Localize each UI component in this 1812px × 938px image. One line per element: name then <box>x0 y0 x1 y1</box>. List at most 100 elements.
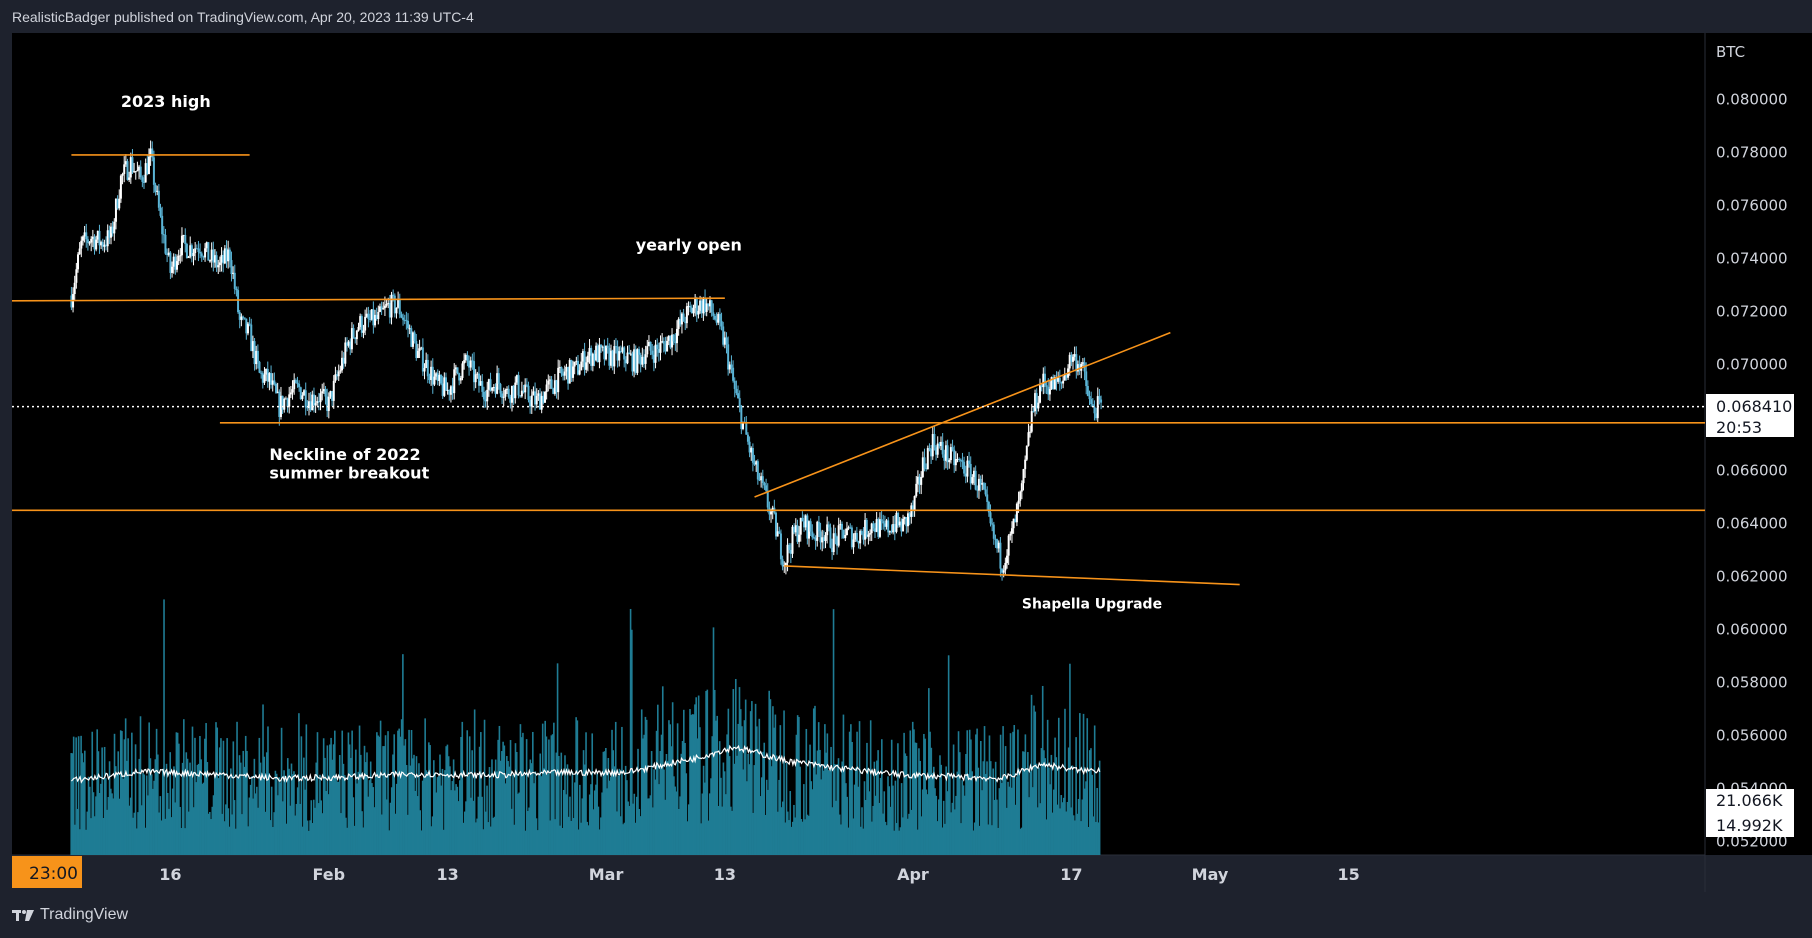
volume-bar <box>711 736 714 855</box>
volume-bar <box>987 824 990 855</box>
time-axis[interactable]: 16 Feb 13 Mar 13 Apr 17 May 15 <box>159 865 1359 884</box>
candle <box>598 337 601 369</box>
volume-bar <box>798 716 800 855</box>
candle <box>809 518 812 536</box>
line-falling-support[interactable] <box>784 565 1240 586</box>
label-shapella[interactable]: Shapella Upgrade <box>1022 596 1162 612</box>
candle <box>543 391 546 403</box>
line-rising-wedge[interactable] <box>754 331 1171 498</box>
volume-bar <box>70 753 73 855</box>
volume-bar <box>862 828 865 855</box>
volume-bar <box>687 804 690 855</box>
volume-bar <box>184 828 186 855</box>
candle <box>745 416 748 435</box>
candle <box>86 236 89 251</box>
candle <box>539 388 542 410</box>
price-axis[interactable]: BTC 0.080000 0.078000 0.076000 0.074000 0.07… <box>1716 43 1788 851</box>
volume-bar <box>741 726 743 855</box>
label-neckline-1[interactable]: Neckline of 2022 <box>269 445 420 464</box>
candle <box>212 241 215 272</box>
volume-bar <box>110 788 112 855</box>
candle <box>713 313 716 321</box>
volume-bar <box>1085 781 1087 855</box>
candle <box>916 470 919 493</box>
candle <box>662 337 665 353</box>
volume-bar <box>884 821 887 855</box>
candle <box>228 247 231 268</box>
volume-bar <box>582 750 585 855</box>
candle <box>1075 346 1078 379</box>
volume-bar <box>450 790 452 855</box>
volume-bar <box>574 782 576 855</box>
volume-bar <box>691 714 694 855</box>
candle <box>134 171 137 180</box>
volume-bar <box>159 796 162 855</box>
volume-bar <box>1020 827 1023 855</box>
footer[interactable]: TradingView <box>12 906 128 924</box>
volume-bar <box>303 757 305 855</box>
volume-bar <box>585 732 587 855</box>
volume-bar <box>112 798 115 855</box>
volume-bar <box>562 789 565 855</box>
candle <box>473 352 476 391</box>
volume-bar <box>659 751 662 855</box>
candle <box>322 382 325 394</box>
label-yearly-open[interactable]: yearly open <box>636 235 742 254</box>
volume-bar <box>176 732 179 855</box>
time-tick-label: 13 <box>714 865 736 884</box>
candle <box>421 338 424 376</box>
price-chart[interactable]: 2023 high yearly open Neckline of 2022summ… <box>0 0 1812 900</box>
candle <box>949 443 952 464</box>
candle <box>720 312 723 331</box>
candle <box>131 148 134 175</box>
volume-bar <box>579 784 581 855</box>
volume-bar <box>1013 725 1016 855</box>
candle <box>938 441 941 449</box>
candle <box>552 387 555 395</box>
candle <box>933 426 936 451</box>
volume-bar <box>1066 801 1069 855</box>
volume-bar <box>441 768 444 855</box>
volume-bar <box>509 740 512 855</box>
volume-bar <box>918 748 920 855</box>
candle <box>306 400 309 411</box>
volume-bar <box>665 753 668 855</box>
volume-bar <box>872 805 874 855</box>
candle <box>578 364 581 376</box>
volume-bar <box>640 709 643 855</box>
volume-bar <box>145 775 148 855</box>
volume-bar <box>424 718 426 855</box>
volume-bar <box>119 730 122 855</box>
candle <box>200 251 203 262</box>
volume-bar <box>460 736 462 855</box>
volume-bar <box>785 763 788 855</box>
candle <box>789 543 792 564</box>
candle <box>510 385 513 412</box>
volume-bar <box>566 764 569 855</box>
candle <box>382 301 385 310</box>
candle <box>718 308 721 330</box>
volume-bar <box>311 823 314 855</box>
candle <box>948 458 951 469</box>
volume-bar <box>686 821 689 855</box>
candle <box>265 368 268 382</box>
candle <box>344 337 347 367</box>
candle <box>1039 378 1042 404</box>
label-2023-high[interactable]: 2023 high <box>121 92 211 111</box>
candle <box>199 243 202 259</box>
volume-bar <box>502 741 504 855</box>
candle <box>971 474 974 485</box>
volume-bar <box>522 732 524 855</box>
volume-bar <box>728 756 731 855</box>
volume-bar <box>876 760 878 855</box>
candle <box>474 369 477 389</box>
volume-bar <box>274 770 277 855</box>
candle <box>575 356 578 366</box>
line-yearly-open[interactable] <box>11 297 725 302</box>
label-neckline-2[interactable]: summer breakout <box>269 463 429 482</box>
candle <box>80 236 83 258</box>
volume-bar <box>962 785 965 855</box>
volume-bar <box>322 738 325 855</box>
volume-bar <box>382 746 384 855</box>
price-tick-label: 0.070000 <box>1716 355 1788 373</box>
